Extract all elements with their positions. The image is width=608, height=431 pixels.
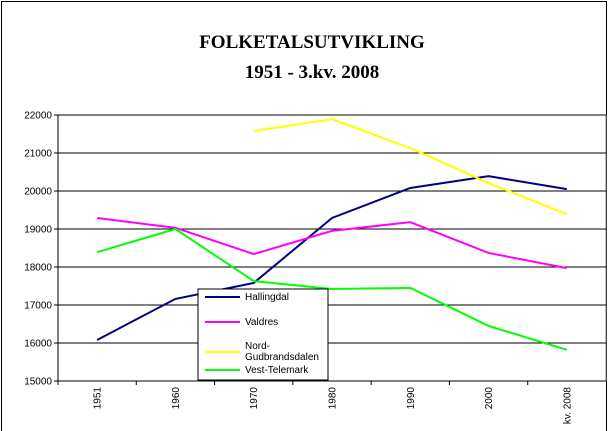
legend-label: Vest-Telemark — [245, 365, 309, 376]
legend-box — [197, 288, 329, 381]
series-line — [97, 216, 568, 270]
series-line — [96, 175, 568, 341]
legend-label: Hallingdal — [245, 292, 289, 303]
x-tick-label: 1951 — [93, 387, 104, 410]
x-tick-label: 1980 — [328, 387, 339, 410]
y-tick-label: 15000 — [24, 377, 52, 388]
y-tick-label: 21000 — [24, 149, 52, 160]
x-tick-label: kv. 2008 — [562, 387, 573, 424]
x-tick-label: 1990 — [406, 387, 417, 410]
y-tick-label: 17000 — [24, 301, 52, 312]
chart-subtitle: 1951 - 3.kv. 2008 — [245, 62, 380, 83]
series-line — [253, 118, 568, 216]
series-line — [96, 227, 568, 351]
y-tick-label: 19000 — [24, 225, 52, 236]
legend-label-part: Gudbrandsdalen — [245, 352, 319, 363]
y-tick-label: 18000 — [24, 263, 52, 274]
chart-title: FOLKETALSUTVIKLING — [199, 32, 425, 53]
legend-label: Valdres — [245, 317, 278, 328]
y-tick-label: 22000 — [24, 111, 52, 122]
x-tick-label: 1960 — [171, 387, 182, 410]
y-tick-label: 20000 — [24, 187, 52, 198]
plot-area — [57, 114, 607, 382]
legend-label-part: Nord- — [245, 341, 270, 352]
x-tick-label: 1970 — [249, 387, 260, 410]
y-tick-label: 16000 — [24, 339, 52, 350]
x-tick-label: 2000 — [484, 387, 495, 410]
legend-label: Nord-Gudbrandsdalen — [245, 341, 319, 363]
